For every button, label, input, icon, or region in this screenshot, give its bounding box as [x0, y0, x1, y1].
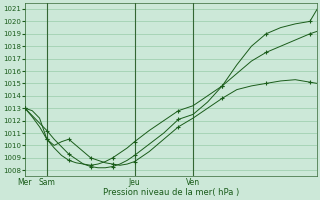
X-axis label: Pression niveau de la mer( hPa ): Pression niveau de la mer( hPa ) — [103, 188, 239, 197]
